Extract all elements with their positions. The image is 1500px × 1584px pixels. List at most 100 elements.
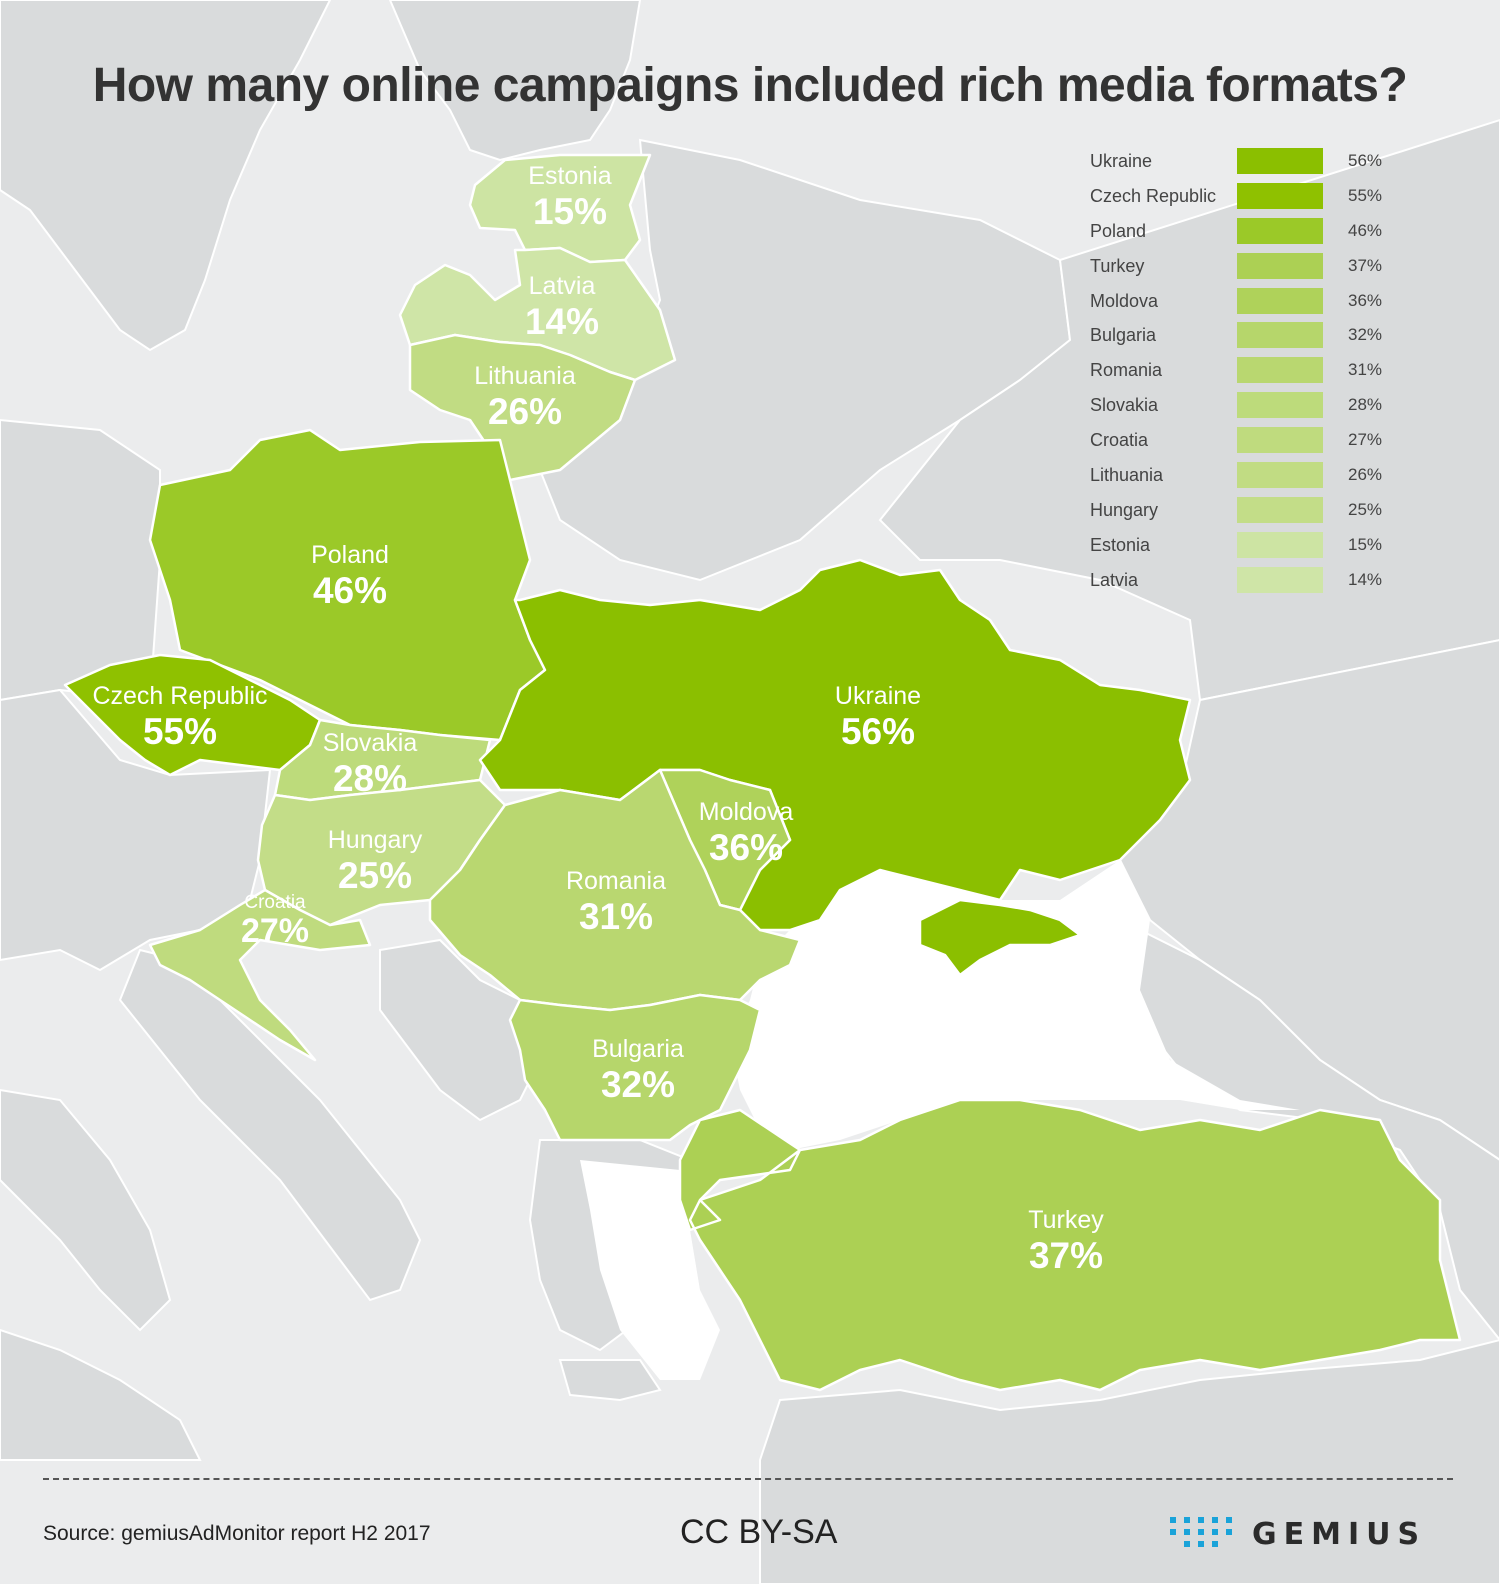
map-label-name: Ukraine	[834, 682, 922, 710]
legend-swatch	[1237, 357, 1323, 384]
map-label-value: 15%	[532, 191, 608, 232]
legend-item-value: 55%	[1348, 185, 1383, 205]
legend-item: Romania 31%	[1090, 355, 1390, 390]
gemius-logo-icon	[1170, 1517, 1232, 1547]
legend-item-name: Moldova	[1090, 290, 1159, 311]
map-label-value: 37%	[1028, 1235, 1104, 1276]
chart-title: How many online campaigns included rich …	[92, 59, 1408, 112]
legend-swatch	[1237, 427, 1323, 454]
country-croatia	[148, 888, 372, 1062]
legend-item-value: 27%	[1348, 430, 1383, 450]
legend-swatch	[1237, 322, 1323, 349]
source-note: Source: gemiusAdMonitor report H2 2017	[43, 1522, 431, 1545]
map-label-name: Croatia	[244, 892, 306, 913]
map-label-value: 27%	[240, 912, 310, 950]
map-label-name: Hungary	[327, 826, 423, 854]
legend-swatch	[1237, 462, 1323, 489]
country-crimea	[918, 898, 1082, 977]
legend-item-value: 32%	[1348, 325, 1383, 345]
legend-item: Slovakia 28%	[1090, 390, 1390, 425]
map-label-name: Moldova	[698, 798, 794, 826]
legend-item: Moldova 36%	[1090, 286, 1390, 321]
legend-item-name: Bulgaria	[1090, 325, 1157, 346]
legend-item-value: 25%	[1348, 499, 1383, 519]
gemius-logo-text: GEMIUS	[1252, 1517, 1427, 1552]
legend-item-value: 31%	[1348, 360, 1383, 380]
map-label-name: Bulgaria	[592, 1035, 684, 1063]
legend-item-name: Latvia	[1090, 569, 1139, 590]
legend-item: Hungary 25%	[1090, 495, 1390, 530]
legend-item-name: Hungary	[1090, 499, 1159, 520]
map-label-latvia: Latvia 14%	[524, 272, 600, 342]
legend-item: Turkey 37%	[1090, 251, 1390, 286]
black-sea	[730, 860, 1300, 1150]
map-label-value: 46%	[312, 570, 388, 611]
legend-item: Czech Republic 55%	[1090, 181, 1390, 216]
map-label-name: Turkey	[1028, 1206, 1104, 1234]
legend-swatch	[1237, 252, 1323, 279]
map-label-name: Latvia	[528, 272, 596, 300]
legend-item-value: 15%	[1348, 534, 1383, 554]
legend-item-name: Slovakia	[1090, 395, 1159, 416]
map-label-slovakia: Slovakia 28%	[322, 729, 418, 799]
country-turkey	[678, 1098, 1462, 1392]
legend-item-name: Turkey	[1090, 255, 1145, 276]
legend-item-name: Romania	[1090, 360, 1163, 381]
legend-item: Croatia 27%	[1090, 425, 1390, 460]
map-label-croatia: Croatia 27%	[241, 893, 309, 948]
legend-item-value: 14%	[1348, 569, 1383, 589]
legend-swatch	[1237, 287, 1323, 314]
map-label-value: 25%	[337, 855, 413, 896]
map-label-bulgaria: Bulgaria 32%	[592, 1035, 684, 1105]
map-label-ukraine: Ukraine 56%	[834, 682, 922, 752]
legend-item: Estonia 15%	[1090, 530, 1390, 565]
legend-swatch	[1237, 182, 1323, 209]
legend-swatch	[1237, 496, 1323, 523]
country-bulgaria	[508, 993, 762, 1142]
map-label-name: Estonia	[528, 162, 612, 190]
map-label-value: 31%	[578, 896, 654, 937]
map-label-value: 32%	[600, 1064, 676, 1105]
legend-item-value: 28%	[1348, 395, 1383, 415]
map-label-czech-republic: Czech Republic 55%	[92, 682, 268, 752]
map-label-moldova: Moldova 36%	[698, 798, 794, 868]
legend-item: Poland 46%	[1090, 216, 1390, 251]
legend-item: Latvia 14%	[1090, 565, 1390, 600]
legend-swatch	[1237, 531, 1323, 558]
map-label-value: 55%	[142, 711, 218, 752]
legend-item-value: 26%	[1348, 465, 1383, 485]
map-label-value: 28%	[332, 758, 408, 799]
license-label: CC BY-SA	[680, 1513, 838, 1551]
legend-item-value: 36%	[1348, 290, 1383, 310]
legend-item-name: Lithuania	[1090, 465, 1164, 486]
legend-item-name: Czech Republic	[1090, 185, 1217, 206]
country-romania	[428, 768, 802, 1012]
legend-item: Ukraine 56%	[1090, 146, 1390, 181]
map-label-hungary: Hungary 25%	[327, 826, 423, 896]
legend-item: Bulgaria 32%	[1090, 320, 1390, 355]
legend-swatch	[1237, 148, 1323, 174]
legend-item-name: Ukraine	[1090, 151, 1153, 171]
footer-divider	[43, 1478, 1453, 1480]
map-label-value: 56%	[840, 711, 916, 752]
legend-item-name: Estonia	[1090, 534, 1151, 555]
legend-item-name: Poland	[1090, 220, 1147, 241]
legend-swatch	[1237, 217, 1323, 244]
map-label-value: 26%	[487, 391, 563, 432]
country-lithuania	[408, 333, 637, 482]
map-label-value: 36%	[708, 827, 784, 868]
legend-item-value: 46%	[1348, 220, 1383, 240]
map-label-name: Poland	[311, 541, 389, 569]
map-label-name: Slovakia	[322, 729, 418, 757]
map-label-name: Czech Republic	[92, 682, 268, 710]
map-label-romania: Romania 31%	[565, 867, 667, 937]
legend-swatch	[1237, 566, 1323, 593]
legend-swatch	[1237, 392, 1323, 419]
map-label-estonia: Estonia 15%	[528, 162, 612, 232]
legend-item: Lithuania 26%	[1090, 460, 1390, 495]
legend-item-value: 37%	[1348, 255, 1383, 275]
legend-item-value: 56%	[1348, 151, 1383, 170]
map-label-value: 14%	[524, 301, 600, 342]
map-label-name: Romania	[565, 867, 667, 895]
